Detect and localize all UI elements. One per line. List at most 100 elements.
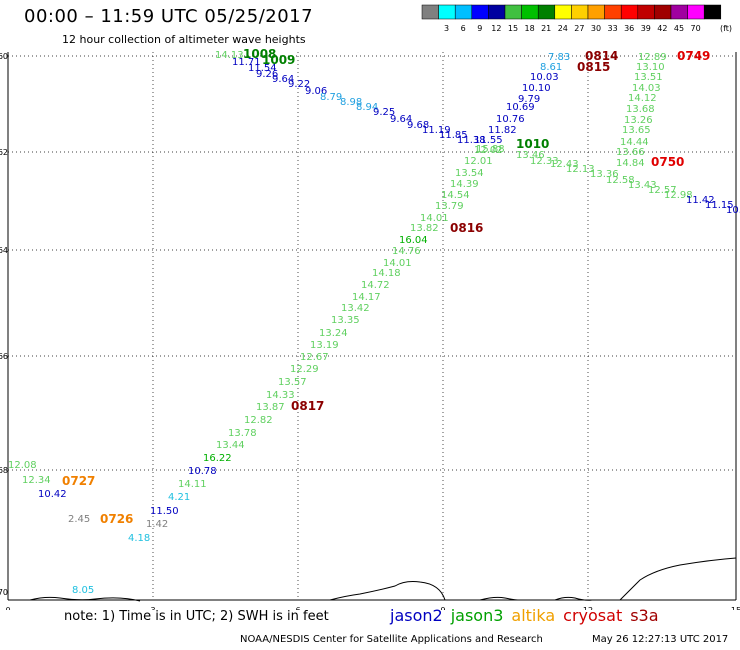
wave-height-label: 4.18: [128, 533, 150, 544]
wave-height-label: 11.19: [422, 125, 451, 136]
wave-height-label: 12.08: [8, 460, 37, 471]
wave-height-label: 14.44: [620, 137, 649, 148]
wave-height-label: 14.39: [450, 179, 479, 190]
wave-height-label: 14.01: [420, 213, 449, 224]
station-label: 0817: [291, 399, 324, 413]
wave-height-label: 12.29: [290, 364, 319, 375]
wave-height-label: 12.43: [550, 159, 579, 170]
y-tick-label: 64: [0, 246, 8, 255]
wave-height-label: 10.03: [530, 72, 559, 83]
x-tick-label: 12: [583, 606, 593, 610]
satellite-legend-item: s3a: [630, 606, 659, 625]
wave-height-label: 12.02: [474, 145, 503, 156]
wave-height-label: 14.17: [352, 292, 381, 303]
wave-height-label: 14.01: [383, 258, 412, 269]
station-label: 1010: [516, 137, 549, 151]
wave-height-label: 11.54: [248, 63, 277, 74]
wave-height-label: 9.06: [305, 86, 327, 97]
wave-height-label: 10.78: [188, 466, 217, 477]
wave-height-label: 9.68: [407, 120, 429, 131]
wave-height-label: 11.85: [439, 130, 468, 141]
wave-height-label: 13.26: [624, 115, 653, 126]
scale-tick-label: 30: [591, 24, 601, 33]
wave-height-label: 10.76: [496, 114, 525, 125]
satellite-legend: jason2 jason3 altika cryosat s3a: [390, 606, 667, 625]
wave-height-label: 13.43: [628, 180, 657, 191]
scale-unit: (ft): [720, 24, 732, 33]
map-frame: [7, 52, 737, 601]
station-label: 0727: [62, 474, 95, 488]
satellite-legend-item: jason2: [390, 606, 443, 625]
wave-height-label: 11.82: [488, 125, 517, 136]
y-tick-label: 62: [0, 148, 8, 157]
scale-tick-label: 24: [558, 24, 568, 33]
wave-height-label: 12.58: [606, 175, 635, 186]
station-label: 0749: [677, 49, 710, 63]
wave-height-label: 12.82: [244, 415, 273, 426]
wave-height-label: 12.13: [566, 164, 595, 175]
scale-tick-label: 9: [477, 24, 482, 33]
scale-tick-label: 3: [444, 24, 449, 33]
wave-height-label: 9.64: [390, 114, 412, 125]
wave-height-label: 11.55: [474, 135, 503, 146]
satellite-legend-item: jason3: [450, 606, 504, 625]
wave-height-label: 8.94: [356, 102, 378, 113]
scale-tick-label: 42: [657, 24, 667, 33]
y-tick-label: 66: [0, 352, 8, 361]
wave-height-label: 13.19: [310, 340, 339, 351]
wave-height-label: 13.87: [256, 402, 285, 413]
station-label: 0815: [577, 60, 610, 74]
wave-height-label: 13.78: [228, 428, 257, 439]
scale-tick-label: 45: [674, 24, 684, 33]
wave-height-label: 10.10: [522, 83, 551, 94]
wave-height-label: 10.42: [38, 489, 67, 500]
wave-height-label: 1.42: [146, 519, 168, 530]
scale-swatch: [703, 4, 722, 20]
station-label: 0726: [100, 512, 133, 526]
wave-height-label: 11.50: [150, 506, 179, 517]
wave-height-label: 9.26: [256, 69, 278, 80]
wave-height-label: 9.79: [518, 94, 540, 105]
wave-height-label: 14.84: [616, 158, 645, 169]
wave-height-label: 14.72: [361, 280, 390, 291]
scale-tick-label: 21: [541, 24, 551, 33]
scale-tick-label: 15: [508, 24, 518, 33]
altimeter-map: 14.1311.7111.549.269.649.229.068.798.988…: [0, 47, 740, 610]
station-label: 1009: [262, 53, 295, 67]
wave-height-label: 11.15: [705, 200, 734, 211]
scale-tick-label: 27: [574, 24, 584, 33]
scale-tick-label: 18: [525, 24, 535, 33]
wave-height-label: 13.54: [455, 168, 484, 179]
wave-height-label: 13.79: [435, 201, 464, 212]
wave-height-label: 11.42: [686, 195, 715, 206]
wave-height-label: 13.44: [216, 440, 245, 451]
scale-tick-label: 6: [461, 24, 466, 33]
page-subtitle: 12 hour collection of altimeter wave hei…: [62, 33, 306, 46]
scale-tick-label: 33: [608, 24, 618, 33]
page-title: 00:00 – 11:59 UTC 05/25/2017: [24, 6, 314, 27]
wave-height-label: 13.51: [634, 72, 663, 83]
wave-height-label: 8.98: [340, 97, 362, 108]
wave-height-label: 8.61: [540, 62, 562, 73]
wave-height-label: 14.76: [392, 246, 421, 257]
footer-note: note: 1) Time is in UTC; 2) SWH is in fe…: [64, 609, 329, 624]
wave-height-label: 16.22: [203, 453, 232, 464]
wave-height-label: 9.22: [288, 79, 310, 90]
wave-height-label: 8.79: [320, 92, 342, 103]
x-tick-label: 0: [5, 606, 10, 610]
wave-height-label: 14.18: [372, 268, 401, 279]
station-label: 1008: [243, 47, 276, 61]
wave-height-label: 16.04: [399, 235, 428, 246]
y-tick-label: 70: [0, 588, 8, 597]
color-scale-legend: 3 6 9 12 15 18 21 24 27 30 33 36 39 42 45 70 (ft): [421, 4, 732, 33]
y-tick-label: 68: [0, 466, 8, 475]
wave-height-label: 14.11: [178, 479, 207, 490]
wave-height-label: 15.88: [476, 144, 505, 155]
wave-height-label: 13.57: [278, 377, 307, 388]
wave-height-label: 11.38: [457, 135, 486, 146]
x-tick-label: 3: [150, 606, 155, 610]
wave-height-label: 14.54: [441, 190, 470, 201]
scale-tick-label: 39: [641, 24, 651, 33]
station-label: 0750: [651, 155, 684, 169]
